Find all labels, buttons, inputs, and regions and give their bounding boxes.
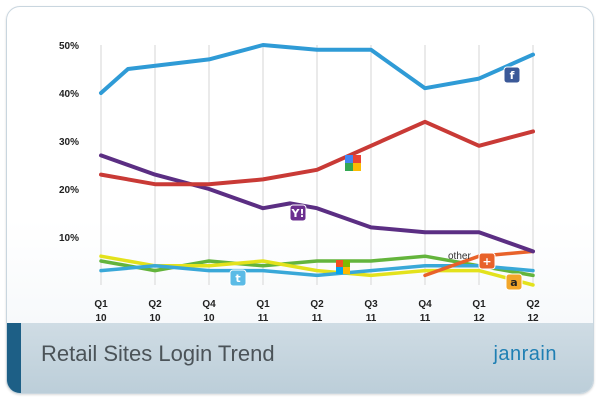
x-tick-label: Q1 <box>256 299 270 310</box>
aol-icon-glyph: a <box>510 276 517 289</box>
x-tick-label: Q3 <box>364 299 378 310</box>
x-tick-year: 10 <box>149 313 161 323</box>
google-q2 <box>353 155 361 163</box>
x-tick-label: Q1 <box>94 299 108 310</box>
y-tick-label: 20% <box>59 185 79 196</box>
win-q3 <box>336 267 343 274</box>
twitter-icon-bg <box>229 269 247 287</box>
y-tick-label: 30% <box>59 137 79 148</box>
google-plus-icon-glyph: + <box>482 255 491 268</box>
win-q2 <box>343 260 350 267</box>
google-q4 <box>353 163 361 171</box>
twitter-icon: t <box>229 269 247 287</box>
x-tick-year: 11 <box>312 313 323 323</box>
aol-icon-bg <box>505 273 523 291</box>
series-line-twitter <box>99 264 535 278</box>
win-q4 <box>343 267 350 274</box>
y-tick-label: 40% <box>59 89 79 100</box>
aol-icon: a <box>505 273 523 291</box>
google-plus-icon-bg <box>478 252 496 270</box>
x-tick-label: Q1 <box>472 299 486 310</box>
x-tick-year: 12 <box>527 313 539 323</box>
facebook-icon: f <box>503 66 521 84</box>
chart-card: 10% 20% 30% 40% 50% Q1 10 Q2 10 Q4 10 Q1 11 Q2 11 Q3 11 Q… <box>6 6 594 394</box>
x-tick-year: 11 <box>420 313 431 323</box>
footer-accent <box>7 323 21 393</box>
line-chart: 10% 20% 30% 40% 50% Q1 10 Q2 10 Q4 10 Q1 11 Q2 11 Q3 11 Q… <box>59 41 540 323</box>
x-tick-label: Q4 <box>418 299 432 310</box>
google-q3 <box>345 163 353 171</box>
facebook-icon-bg <box>503 66 521 84</box>
google-plus-icon: + <box>478 252 496 270</box>
google-q1 <box>345 155 353 163</box>
x-tick-year: 10 <box>203 313 215 323</box>
x-tick-year: 11 <box>258 313 269 323</box>
x-tick-year: 10 <box>95 313 107 323</box>
chart-title: Retail Sites Login Trend <box>41 341 275 366</box>
y-tick-label: 50% <box>59 41 79 52</box>
win-q1 <box>336 260 343 267</box>
google-icon <box>345 155 361 171</box>
x-tick-year: 11 <box>366 313 377 323</box>
yahoo-icon-bg <box>289 204 307 222</box>
x-tick-label: Q2 <box>526 299 540 310</box>
facebook-icon-glyph: f <box>510 69 515 82</box>
twitter-icon-glyph: t <box>235 272 240 285</box>
janrain-logo: janrain <box>493 343 557 365</box>
x-tick-label: Q2 <box>310 299 324 310</box>
windows-icon <box>336 260 350 274</box>
x-tick-label: Q2 <box>148 299 162 310</box>
annotation-other: other <box>448 251 471 262</box>
series-line-google <box>99 119 535 187</box>
yahoo-icon-glyph: Y! <box>291 207 305 220</box>
x-tick-year: 12 <box>473 313 485 323</box>
footer-bar: Retail Sites Login Trend janrain <box>7 323 593 393</box>
series-line-facebook <box>99 43 535 95</box>
y-tick-label: 10% <box>59 233 79 244</box>
gridlines <box>100 45 534 285</box>
yahoo-icon: Y! <box>289 204 307 222</box>
x-tick-label: Q4 <box>202 299 216 310</box>
